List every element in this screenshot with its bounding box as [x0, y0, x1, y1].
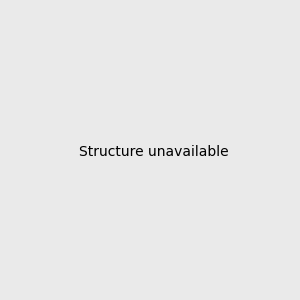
Text: Structure unavailable: Structure unavailable	[79, 145, 229, 158]
